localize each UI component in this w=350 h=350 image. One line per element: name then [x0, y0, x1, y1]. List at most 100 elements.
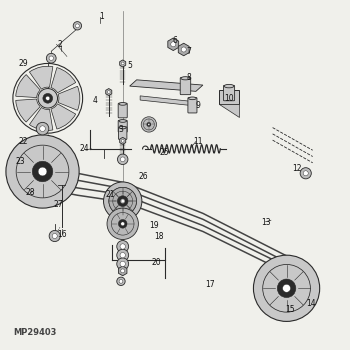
Circle shape	[120, 157, 125, 162]
FancyBboxPatch shape	[223, 85, 235, 101]
Text: 25: 25	[160, 148, 169, 157]
Text: 28: 28	[26, 188, 35, 197]
Circle shape	[49, 56, 54, 61]
Text: 3: 3	[119, 125, 124, 134]
Text: 5: 5	[127, 61, 132, 70]
Wedge shape	[58, 86, 80, 110]
Polygon shape	[130, 80, 203, 91]
Polygon shape	[106, 89, 112, 96]
Circle shape	[6, 135, 79, 208]
Polygon shape	[168, 38, 179, 50]
Text: 14: 14	[306, 300, 316, 308]
Text: 27: 27	[54, 200, 63, 209]
Text: 16: 16	[57, 230, 66, 239]
Polygon shape	[120, 60, 126, 67]
Circle shape	[121, 139, 124, 142]
Circle shape	[117, 240, 129, 252]
FancyBboxPatch shape	[118, 120, 127, 132]
Text: 4: 4	[92, 96, 97, 105]
Circle shape	[109, 187, 136, 215]
Text: 18: 18	[155, 231, 164, 240]
Text: 13: 13	[261, 218, 271, 226]
Circle shape	[171, 42, 176, 47]
Circle shape	[117, 277, 125, 286]
Ellipse shape	[119, 120, 127, 122]
Circle shape	[121, 222, 125, 226]
Circle shape	[46, 96, 50, 100]
Wedge shape	[29, 66, 53, 89]
Text: 10: 10	[224, 94, 234, 103]
Ellipse shape	[189, 97, 196, 100]
Circle shape	[38, 167, 47, 176]
Text: 6: 6	[173, 36, 177, 45]
Circle shape	[107, 91, 110, 93]
Circle shape	[107, 208, 138, 239]
Text: 21: 21	[106, 190, 115, 199]
Circle shape	[118, 154, 128, 164]
Text: 22: 22	[19, 138, 28, 146]
Circle shape	[121, 62, 124, 65]
Circle shape	[120, 244, 125, 249]
Text: 9: 9	[195, 101, 200, 110]
Text: 23: 23	[15, 156, 25, 166]
Circle shape	[36, 122, 49, 135]
Wedge shape	[16, 99, 40, 122]
FancyBboxPatch shape	[119, 127, 127, 139]
Circle shape	[46, 53, 56, 63]
Circle shape	[119, 197, 127, 205]
Wedge shape	[29, 107, 53, 131]
Circle shape	[300, 168, 311, 179]
Ellipse shape	[224, 84, 234, 88]
Text: 29: 29	[19, 59, 28, 68]
Circle shape	[119, 279, 123, 283]
Circle shape	[148, 124, 150, 125]
Circle shape	[32, 161, 53, 182]
Text: 8: 8	[187, 73, 191, 82]
Circle shape	[73, 22, 82, 30]
Ellipse shape	[119, 126, 126, 129]
Circle shape	[43, 93, 52, 103]
Wedge shape	[51, 68, 76, 93]
Circle shape	[52, 233, 57, 238]
Circle shape	[40, 126, 46, 132]
Text: 12: 12	[292, 163, 302, 173]
Circle shape	[117, 249, 129, 261]
Circle shape	[181, 47, 186, 52]
Circle shape	[121, 269, 125, 273]
Polygon shape	[219, 90, 239, 104]
Polygon shape	[119, 266, 127, 276]
Circle shape	[104, 182, 142, 220]
Text: 19: 19	[149, 221, 159, 230]
Circle shape	[38, 89, 57, 108]
Circle shape	[303, 171, 308, 176]
Polygon shape	[178, 43, 189, 56]
Circle shape	[49, 230, 60, 241]
Ellipse shape	[119, 103, 127, 105]
Circle shape	[117, 258, 129, 270]
FancyBboxPatch shape	[188, 98, 197, 113]
Circle shape	[118, 219, 127, 228]
Circle shape	[277, 279, 296, 297]
Polygon shape	[120, 137, 126, 144]
Ellipse shape	[181, 77, 190, 80]
Text: 2: 2	[58, 40, 62, 49]
Text: 26: 26	[139, 172, 148, 181]
Text: 7: 7	[187, 47, 191, 56]
Circle shape	[120, 261, 125, 267]
Polygon shape	[219, 104, 239, 118]
Circle shape	[121, 199, 124, 203]
Text: 17: 17	[205, 280, 215, 289]
FancyBboxPatch shape	[180, 78, 191, 94]
FancyBboxPatch shape	[118, 103, 127, 118]
Text: 15: 15	[285, 305, 295, 314]
Wedge shape	[16, 75, 40, 98]
Text: MP29403: MP29403	[13, 328, 56, 337]
Circle shape	[117, 196, 128, 206]
Circle shape	[76, 24, 79, 28]
Circle shape	[147, 122, 151, 127]
Circle shape	[282, 284, 290, 292]
Circle shape	[253, 255, 320, 321]
Text: 11: 11	[193, 138, 202, 146]
Circle shape	[120, 252, 125, 258]
Circle shape	[141, 117, 156, 132]
